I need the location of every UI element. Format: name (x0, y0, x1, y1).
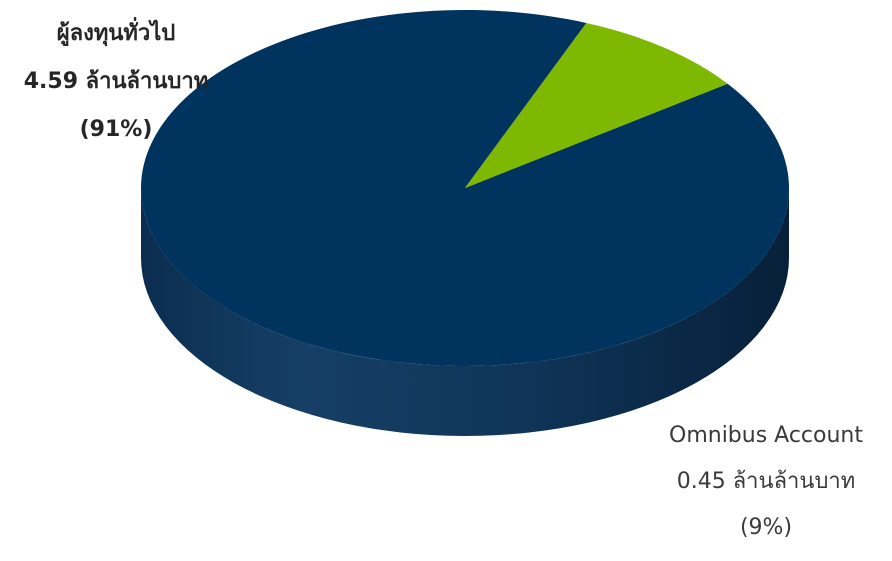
slice-percent-general-investors: (91%) (79, 117, 153, 142)
slice-percent-omnibus-account: (9%) (739, 515, 793, 540)
slice-value-omnibus-account: 0.45 ล้านล้านบาท (676, 469, 856, 494)
slice-label-general-investors: ผู้ลงทุนทั่วไป 4.59 ล้านล้านบาท (91%) (0, 14, 232, 158)
slice-label-omnibus-account: Omnibus Account 0.45 ล้านล้านบาท (9%) (640, 416, 892, 554)
pie-side-layer (141, 188, 789, 436)
pie-side-general-investors (141, 188, 789, 436)
pie-slice-omnibus-account (465, 22, 728, 188)
pie-top-layer (141, 9, 789, 366)
slice-name-general-investors: ผู้ลงทุนทั่วไป (56, 21, 176, 46)
slice-name-omnibus-account: Omnibus Account (669, 423, 863, 448)
slice-value-general-investors: 4.59 ล้านล้านบาท (23, 69, 209, 94)
